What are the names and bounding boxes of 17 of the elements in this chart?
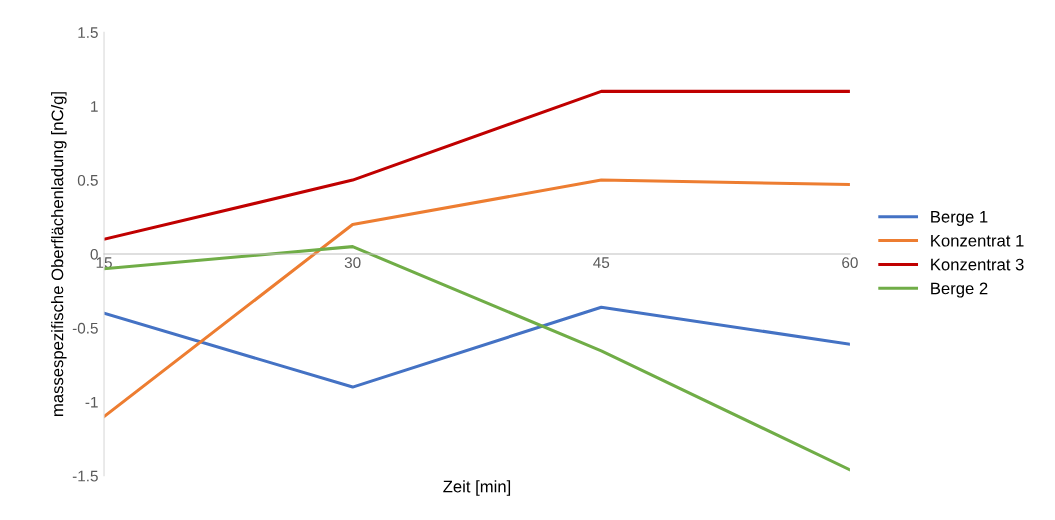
legend-label: Berge 2 [931, 282, 988, 298]
y-axis-title: massespezifische Oberflächenladung [nC/g] [51, 92, 67, 416]
y-tick-label: 1 [91, 101, 98, 112]
x-tick-label: 60 [842, 257, 858, 269]
x-tick-label: 45 [593, 257, 610, 269]
y-tick-label: -1.5 [72, 470, 98, 482]
legend-label: Konzentrat 3 [931, 258, 1024, 271]
y-tick-label: -1 [85, 396, 98, 408]
legend-label: Berge 1 [931, 211, 988, 226]
y-tick-label: 1.5 [78, 27, 98, 38]
x-axis-title: Zeit [min] [443, 480, 511, 496]
y-tick-label: 0.5 [77, 174, 98, 186]
y-tick-label: -0.5 [72, 322, 98, 334]
line-series [104, 305, 850, 389]
legend-label: Konzentrat 1 [931, 234, 1024, 247]
y-tick-label: 0 [90, 248, 98, 260]
x-tick-label: 30 [344, 257, 361, 269]
